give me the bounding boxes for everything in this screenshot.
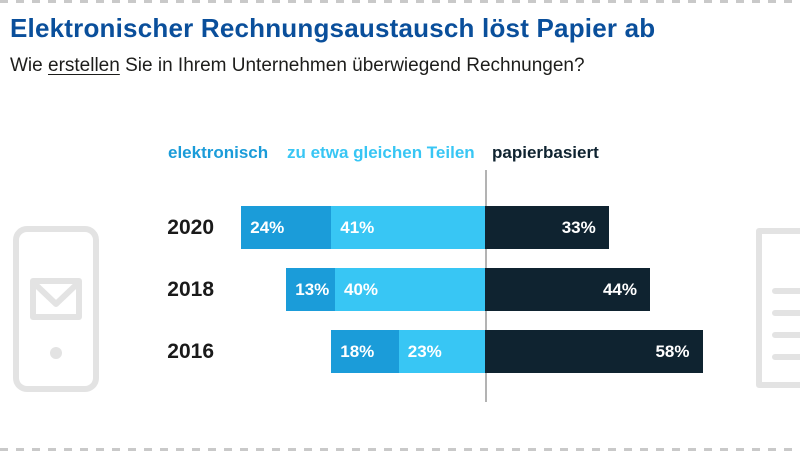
question-prefix: Wie [10,55,48,76]
bar-segment-papierbasiert-2016: 58% [485,330,703,373]
question-underlined-word: erstellen [48,55,120,76]
year-label-2018: 2018 [167,278,214,301]
top-dashed-border [0,0,800,3]
bar-segment-zu-etwa-gleichen-teilen-2020: 41% [331,206,485,249]
legend-item-elektronisch: elektronisch [168,143,269,162]
bar-row-2016: 2016 18% 23% 58% [0,330,800,373]
bar-segment-papierbasiert-2018: 44% [485,268,650,311]
bar-row-2018: 2018 13% 40% 44% [0,268,800,311]
smartphone-invoice-icon [13,226,99,392]
year-label-2020: 2020 [167,216,214,239]
bar-segment-papierbasiert-2020: 33% [485,206,609,249]
legend-item-papierbasiert: papierbasiert [492,143,599,162]
bottom-dashed-border [0,448,800,451]
bar-segment-elektronisch-2018: 13% [286,268,335,311]
page-title: Elektronischer Rechnungsaustausch löst P… [10,13,656,43]
bar-segment-elektronisch-2016: 18% [331,330,399,373]
question-suffix: Sie in Ihrem Unternehmen überwiegend Rec… [119,55,585,76]
bar-segment-zu-etwa-gleichen-teilen-2016: 23% [398,330,485,373]
legend-item-gleiche-teile: zu etwa gleichen Teilen [287,143,475,162]
paper-document-icon [756,228,800,388]
bar-segment-zu-etwa-gleichen-teilen-2018: 40% [335,268,485,311]
bar-row-2020: 2020 24% 41% 33% [0,206,800,249]
survey-question: Wie erstellen Sie in Ihrem Unternehmen ü… [10,55,585,77]
bar-segment-elektronisch-2020: 24% [241,206,332,249]
year-label-2016: 2016 [167,340,214,363]
